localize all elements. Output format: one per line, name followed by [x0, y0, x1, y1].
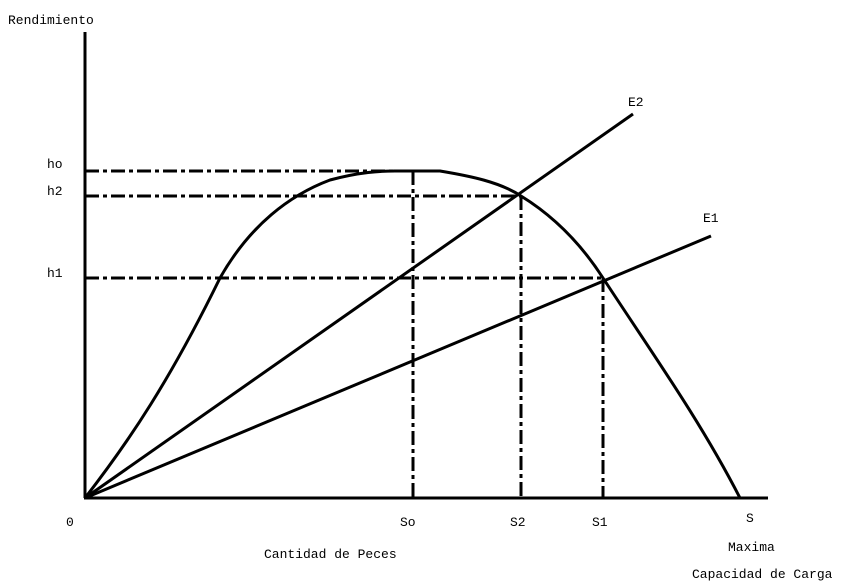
- capacity-label: Capacidad de Carga: [692, 567, 833, 582]
- yield-curve: [83, 169, 742, 499]
- s-label: S: [746, 511, 754, 526]
- s1-label: S1: [592, 515, 608, 530]
- y-axis-label: Rendimiento: [8, 13, 94, 28]
- e1-line: [84, 234, 712, 500]
- so-label: So: [400, 515, 416, 530]
- max-label: Maxima: [728, 540, 775, 555]
- x-axis-label: Cantidad de Peces: [264, 547, 397, 562]
- h2-label: h2: [47, 184, 63, 199]
- origin-label: 0: [66, 515, 74, 530]
- e2-label: E2: [628, 95, 644, 110]
- e1-label: E1: [703, 211, 719, 226]
- s2-label: S2: [510, 515, 526, 530]
- e2-line: [84, 112, 634, 500]
- ho-label: ho: [47, 157, 63, 172]
- h1-label: h1: [47, 266, 63, 281]
